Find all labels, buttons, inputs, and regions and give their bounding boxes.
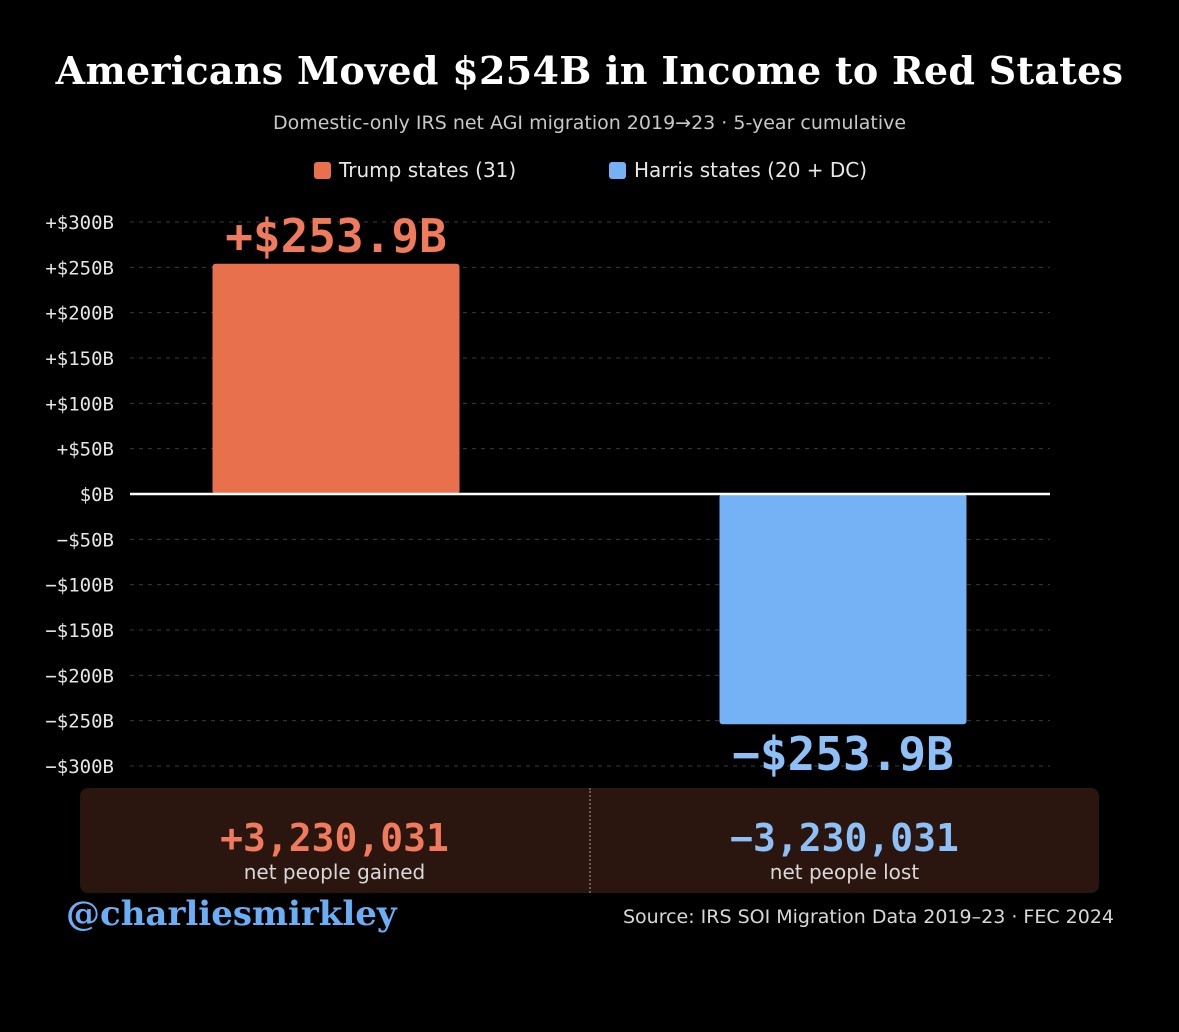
y-tick-label: +$50B [57,439,114,461]
y-tick-label: +$150B [45,348,114,370]
people-lost-value: −3,230,031 [730,816,959,860]
legend-label-harris: Harris states (20 + DC) [634,158,868,182]
bar-harris-value-label: −$253.9B [732,727,954,781]
y-tick-label: −$300B [45,756,114,778]
y-tick-label: $0B [80,484,114,506]
y-tick-label: −$250B [45,711,114,733]
author-handle[interactable]: @charliesmirkley [66,894,397,934]
y-tick-label: −$100B [45,575,114,597]
bar-harris [719,494,967,725]
chart-title: Americans Moved $254B in Income to Red S… [55,48,1124,93]
y-tick-label: +$200B [45,303,114,325]
legend-label-trump: Trump states (31) [339,158,517,182]
bar-trump-value-label: +$253.9B [225,209,447,263]
y-tick-label: +$100B [45,393,114,415]
bar-trump [212,263,460,494]
legend-swatch-trump [314,161,331,179]
legend-item-trump: Trump states (31) [314,158,516,182]
people-lost-cell: −3,230,031 net people lost [590,788,1099,893]
legend-item-harris: Harris states (20 + DC) [609,158,867,182]
bar-chart: +$300B +$250B +$200B +$150B +$100B +$50B $0B −$… [45,209,1050,781]
y-tick-label: −$150B [45,620,114,642]
people-gained-cell: +3,230,031 net people gained [80,788,589,893]
legend: Trump states (31) Harris states (20 + DC… [0,158,1179,186]
panel-divider [589,788,591,893]
y-tick-label: +$300B [45,212,114,234]
y-tick-label: −$50B [57,529,114,551]
y-tick-label: −$200B [45,665,114,687]
legend-swatch-harris [609,161,626,179]
people-gained-value: +3,230,031 [220,816,449,860]
y-tick-label: +$250B [45,257,114,279]
source-note: Source: IRS SOI Migration Data 2019–23 ·… [622,906,1114,928]
chart-subtitle: Domestic-only IRS net AGI migration 2019… [272,112,907,134]
people-gained-label: net people gained [243,860,426,884]
people-panel: +3,230,031 net people gained −3,230,031 … [80,788,1099,893]
people-lost-label: net people lost [769,860,920,884]
